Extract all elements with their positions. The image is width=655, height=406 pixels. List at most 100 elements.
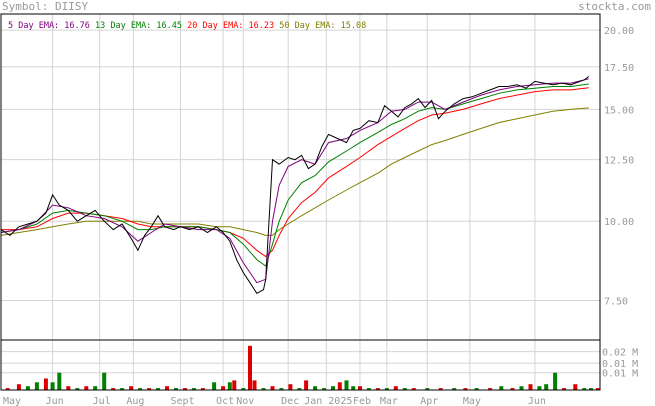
volume-bar	[120, 388, 125, 390]
5-day-ema-line	[0, 78, 589, 284]
brand-label: stockta.com	[578, 0, 651, 13]
chart-series	[0, 76, 590, 294]
y-tick-label: 7.50	[604, 297, 628, 308]
volume-bar	[156, 388, 160, 390]
volume-bar	[573, 384, 578, 390]
volume-bar	[5, 388, 10, 390]
volume-bar	[147, 388, 152, 390]
x-tick-label: Jun	[528, 396, 546, 406]
volume-bar	[241, 388, 246, 390]
x-tick-label: Oct	[216, 396, 234, 406]
x-tick-label: Apr	[420, 396, 438, 406]
volume-bar	[183, 388, 187, 390]
13-day-ema-line	[0, 83, 589, 267]
volume-bar	[252, 380, 257, 390]
volume-bar	[279, 388, 284, 390]
x-tick-label: Feb	[353, 396, 371, 406]
price-line	[0, 76, 590, 294]
volume-grid	[0, 341, 600, 390]
price-axis: 20.00 17.50 15.00 12.50 10.00 7.50	[604, 26, 634, 307]
x-tick-label: Jun	[46, 396, 64, 406]
volume-bar	[191, 388, 196, 390]
volume-bar	[111, 388, 116, 390]
volume-bar	[463, 388, 468, 390]
volume-bar	[322, 388, 327, 390]
volume-bar	[499, 386, 504, 390]
volume-bar	[528, 384, 533, 390]
y-tick-label: 12.50	[604, 156, 634, 167]
chart-grid	[0, 14, 600, 340]
volume-bar	[519, 386, 524, 390]
y-tick-label: 15.00	[604, 105, 634, 116]
volume-bar	[43, 378, 48, 390]
time-axis: May Jun Jul Aug Sept Oct Nov Dec Jan 2025 Feb Mar A…	[3, 396, 546, 406]
legend-item: 50 Day EMA: 15.08	[274, 21, 366, 31]
volume-bar	[270, 386, 275, 390]
volume-bar	[138, 388, 143, 390]
volume-bar	[75, 388, 80, 390]
volume-bar	[129, 386, 134, 390]
volume-bar	[93, 386, 98, 390]
volume-bar	[582, 388, 587, 390]
y-tick-label: 20.00	[604, 26, 634, 37]
volume-bar	[66, 386, 71, 390]
volume-bar	[200, 388, 205, 390]
volume-bar	[50, 382, 55, 390]
volume-bar	[358, 386, 362, 390]
volume-tick-label: 0.01 M	[602, 359, 638, 370]
x-tick-label: May	[463, 396, 481, 406]
volume-bar	[411, 388, 416, 390]
volume-bar	[438, 388, 443, 390]
x-tick-label: Aug	[126, 396, 144, 406]
volume-tick-label: 0.01 M	[602, 369, 638, 380]
legend-item: 20 Day EMA: 16.23	[182, 21, 274, 31]
legend-text: 5 Day EMA: 16.76 13 Day EMA: 16.45 20 Da…	[8, 21, 366, 31]
volume-bar	[16, 384, 21, 390]
volume-bar	[537, 386, 542, 390]
x-tick-label: Dec	[281, 396, 299, 406]
volume-bar	[221, 386, 226, 390]
symbol-label: Symbol: DIISY	[2, 0, 89, 13]
volume-bar	[34, 382, 39, 390]
chart-legend: 5 Day EMA: 16.76 13 Day EMA: 16.45 20 Da…	[8, 21, 366, 31]
volume-bar	[544, 384, 549, 390]
volume-bar	[261, 388, 266, 390]
volume-bar	[344, 380, 349, 390]
volume-bar	[402, 388, 407, 390]
volume-bar	[297, 388, 302, 390]
volume-bar	[313, 386, 318, 390]
x-tick-label: Mar	[380, 396, 398, 406]
volume-bar	[25, 386, 30, 390]
volume-bar	[57, 372, 62, 390]
volume-tick-label: 0.02 M	[602, 348, 638, 359]
volume-bar	[595, 388, 600, 390]
x-tick-label: Jul	[93, 396, 111, 406]
x-tick-label: Nov	[236, 396, 254, 406]
volume-bar	[248, 345, 252, 390]
volume-bar	[232, 380, 237, 390]
volume-bar	[102, 372, 107, 390]
volume-bar	[304, 380, 309, 390]
x-tick-label: May	[3, 396, 21, 406]
y-tick-label: 17.50	[604, 63, 634, 74]
volume-bar	[174, 388, 178, 390]
volume-bar	[474, 388, 479, 390]
y-tick-label: 10.00	[604, 217, 634, 228]
volume-bar	[337, 382, 342, 390]
volume-bar	[510, 388, 515, 390]
volume-axis: 0.02 M0.01 M0.01 M	[602, 348, 638, 380]
x-tick-label: Jan 2025	[304, 396, 352, 406]
volume-bar	[393, 386, 398, 390]
volume-bar	[375, 388, 380, 390]
volume-bar	[553, 372, 558, 390]
volume-bar	[366, 388, 371, 390]
volume-bar	[384, 388, 389, 390]
volume-bar	[227, 382, 232, 390]
volume-bar	[562, 388, 567, 390]
volume-bar	[84, 386, 89, 390]
legend-item: 13 Day EMA: 16.45	[90, 21, 182, 31]
volume-bar	[589, 388, 593, 390]
20-day-ema-line	[1, 87, 589, 258]
x-tick-label: Sept	[170, 396, 194, 406]
volume-bar	[165, 386, 169, 390]
